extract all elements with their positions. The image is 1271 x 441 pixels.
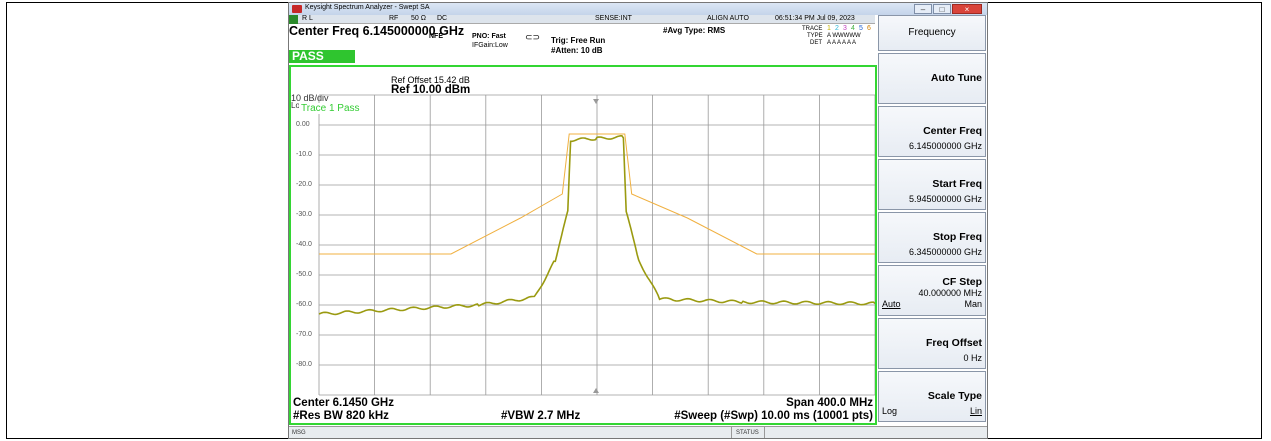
title-bar: Keysight Spectrum Analyzer - Swept SA – … [289, 3, 987, 15]
y-tick-label: -60.0 [296, 301, 312, 308]
status-divider [764, 427, 765, 438]
app-icon [292, 5, 302, 13]
measurement-header: R L RF 50 Ω DC SENSE:INT ALIGN AUTO 06:5… [289, 15, 875, 65]
center-freq-title: Center Freq 6.145000000 GHz [289, 24, 465, 38]
ref-level: Ref 10.00 dBm [391, 84, 471, 96]
y-tick-label: -40.0 [296, 241, 312, 248]
status-label: STATUS [736, 430, 759, 436]
freq-offset-button[interactable]: Freq Offset 0 Hz [878, 318, 986, 369]
window-title: Keysight Spectrum Analyzer - Swept SA [305, 4, 430, 11]
start-freq-value: 5.945000000 GHz [908, 194, 982, 204]
coupling: DC [437, 15, 448, 22]
timestamp: 06:51:34 PM Jul 09, 2023 [775, 15, 855, 22]
auto-tune-label: Auto Tune [930, 72, 982, 84]
span-footer: Span 400.0 MHz [786, 397, 873, 409]
vbw-footer: #VBW 2.7 MHz [501, 410, 581, 422]
sense-mode: SENSE:INT [595, 15, 632, 22]
stop-freq-button[interactable]: Stop Freq 6.345000000 GHz [878, 212, 986, 263]
align-mode: ALIGN AUTO [707, 15, 749, 22]
start-freq-button[interactable]: Start Freq 5.945000000 GHz [878, 159, 986, 210]
spectrum-graticule [318, 94, 875, 396]
atten-label: #Atten: 10 dB [551, 46, 603, 55]
trigger-label: Trig: Free Run [551, 36, 606, 45]
log-label: Log [291, 101, 305, 110]
center-freq-button[interactable]: Center Freq 6.145000000 GHz [878, 106, 986, 157]
pno-arrow-icon: ⊂⊃ [525, 32, 541, 42]
center-freq-footer: Center 6.1450 GHz [293, 397, 394, 409]
start-freq-label: Start Freq [932, 178, 982, 190]
freq-offset-value: 0 Hz [963, 353, 982, 363]
close-button[interactable]: × [952, 4, 982, 14]
minimize-button[interactable]: – [914, 4, 932, 14]
scale-type-lin: Lin [969, 406, 982, 416]
maximize-button[interactable]: □ [933, 4, 951, 14]
cf-step-button[interactable]: CF Step 40.000000 MHz Auto Man [878, 265, 986, 316]
analyzer-window: Keysight Spectrum Analyzer - Swept SA – … [288, 2, 988, 439]
type-value: A WWWWW [827, 33, 861, 39]
res-bw-footer: #Res BW 820 kHz [293, 410, 389, 422]
menu-title-text: Frequency [908, 27, 956, 38]
rf-input: RF [389, 15, 399, 22]
center-marker-bottom-icon [593, 388, 599, 393]
avg-type-label: #Avg Type: RMS [663, 26, 726, 35]
trace-pass-label: Trace 1 Pass [299, 103, 362, 114]
center-freq-value: 6.145000000 GHz [908, 141, 982, 151]
scale-type-label: Scale Type [927, 390, 982, 402]
cf-step-value: 40.000000 MHz [918, 288, 982, 298]
cf-step-label: CF Step [942, 276, 982, 288]
center-freq-label: Center Freq [923, 125, 982, 137]
status-bar: MSG STATUS [289, 426, 987, 438]
y-tick-label: -10.0 [296, 151, 312, 158]
y-tick-label: -50.0 [296, 271, 312, 278]
cf-step-man: Man [964, 299, 982, 309]
rl-indicator: R L [302, 15, 313, 22]
y-tick-label: 0.00 [296, 121, 310, 128]
sweep-footer: #Sweep (#Swp) 10.00 ms (10001 pts) [674, 410, 873, 422]
msg-label: MSG [292, 430, 306, 436]
scale-type-button[interactable]: Scale Type Log Lin [878, 371, 986, 422]
trace-label: TRACE [802, 26, 823, 32]
limit-line [319, 133, 875, 255]
freq-offset-label: Freq Offset [925, 337, 982, 349]
nfe-label: NFE [429, 33, 443, 40]
y-tick-label: -30.0 [296, 211, 312, 218]
y-tick-label: -20.0 [296, 181, 312, 188]
rf-indicator-icon [289, 15, 298, 24]
det-value: A A A A A A [827, 40, 857, 46]
stop-freq-value: 6.345000000 GHz [908, 247, 982, 257]
grid-lines [318, 94, 875, 396]
menu-title: Frequency [878, 15, 986, 51]
det-label: DET [810, 40, 822, 46]
scale-type-log: Log [882, 406, 898, 416]
trace-1-line [318, 135, 875, 316]
status-divider [731, 427, 732, 438]
type-label: TYPE [807, 33, 823, 39]
stop-freq-label: Stop Freq [933, 231, 982, 243]
hardware-status-row: R L RF 50 Ω DC SENSE:INT ALIGN AUTO 06:5… [289, 15, 875, 24]
impedance: 50 Ω [411, 15, 426, 22]
pass-indicator: PASS [289, 50, 355, 63]
cf-step-auto: Auto [882, 299, 901, 309]
ifgain-label: IFGain:Low [472, 42, 508, 49]
pno-label: PNO: Fast [472, 33, 506, 40]
ref-offset: Ref Offset 15.42 dB [391, 75, 470, 85]
center-marker-top-icon [593, 99, 599, 104]
auto-tune-button[interactable]: Auto Tune [878, 53, 986, 104]
scale-per-div: 10 dB/div [291, 93, 329, 103]
plot-area: Ref Offset 15.42 dB 10 dB/div Ref 10.00 … [289, 65, 877, 425]
softkey-panel: Frequency Auto Tune Center Freq 6.145000… [878, 15, 986, 425]
y-tick-label: -70.0 [296, 331, 312, 338]
y-tick-label: -80.0 [296, 361, 312, 368]
